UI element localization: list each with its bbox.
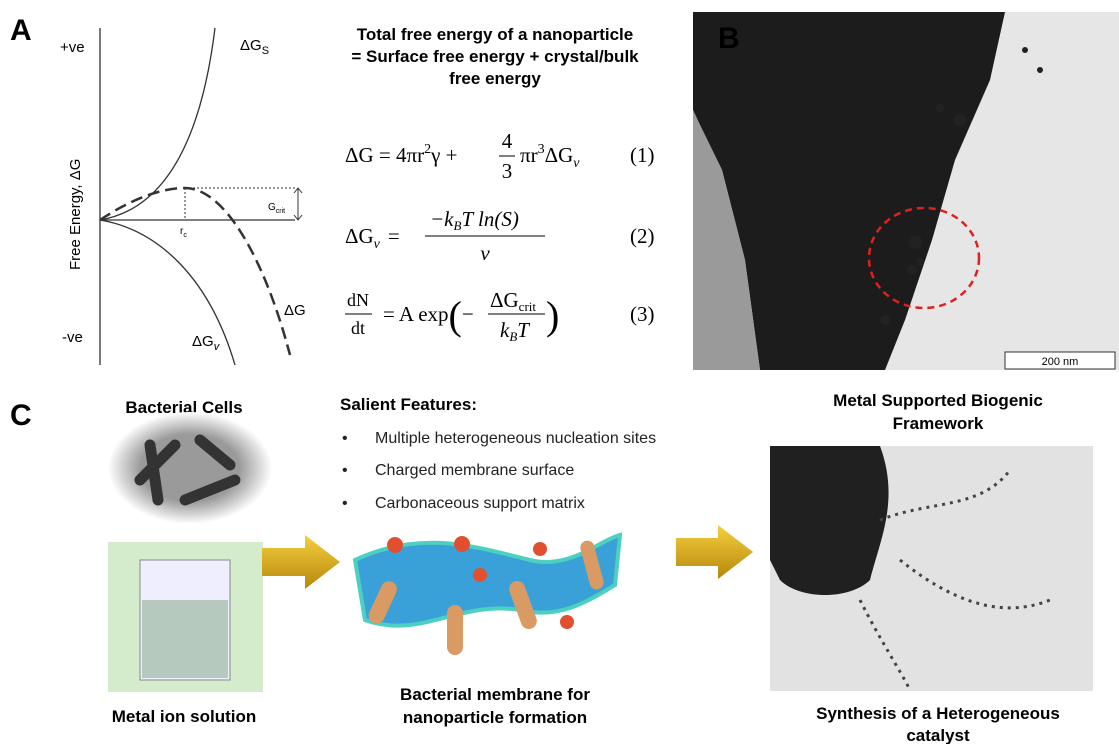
eq-part: πr3ΔGv	[520, 142, 580, 171]
eq-part: ΔG	[545, 143, 574, 167]
features-title: Salient Features:	[340, 395, 477, 414]
eq-den: dt	[351, 318, 365, 338]
eq-part: ΔGv =	[345, 224, 400, 252]
title-line: Total free energy of a nanoparticle	[357, 25, 633, 44]
eq-den: 3	[502, 159, 513, 183]
eq-part: = A exp(−	[383, 293, 474, 338]
total-curve	[100, 188, 290, 355]
main: ΔG	[240, 37, 262, 54]
equation-3: dN dt = A exp(− ΔGcrit kBT ) (3)	[345, 288, 655, 344]
eq-number: (3)	[630, 302, 655, 326]
arrow	[676, 525, 753, 579]
eq-part: γ +	[430, 143, 457, 167]
volume-label: ΔGv	[192, 333, 221, 353]
eq-num: −kBT ln(S)	[430, 207, 519, 233]
eq-num: ΔGcrit	[490, 288, 536, 314]
equation-2: ΔGv= −kBT ln(S) v (2)	[345, 207, 655, 265]
equation-title: Total free energy of a nanoparticle = Su…	[351, 25, 639, 88]
title-line: free energy	[449, 69, 541, 88]
bullet: •	[342, 462, 348, 479]
total-label: ΔG	[284, 302, 306, 319]
eq-sub: B	[454, 218, 462, 233]
gcrit-arrow	[294, 188, 302, 220]
sub: S	[262, 45, 269, 57]
sub: crit	[276, 208, 285, 215]
caption: Metal ion solution	[112, 707, 257, 726]
y-axis-label: Free Energy, ΔG	[67, 159, 84, 270]
eq-num: 4	[502, 129, 513, 153]
surface-label: ΔGS	[240, 37, 269, 57]
paren: )	[546, 293, 559, 338]
beaker-image	[108, 542, 263, 692]
caption: Bacterial membrane for	[400, 685, 590, 704]
features-list: • Multiple heterogeneous nucleation sites…	[342, 430, 656, 512]
panel-label: B	[718, 22, 740, 55]
panel-label: C	[10, 399, 32, 432]
rc-label: rc	[180, 226, 187, 239]
main: ΔG	[192, 333, 214, 350]
eq-sub: v	[573, 156, 580, 171]
eq-part: −k	[430, 207, 454, 231]
eq-number: (1)	[630, 143, 655, 167]
eq-sub: v	[374, 237, 381, 252]
sub: c	[183, 232, 187, 239]
eq-part: ΔG	[490, 288, 519, 312]
sub: v	[214, 341, 221, 353]
eq-part: = A exp	[383, 302, 449, 326]
eq-sub: crit	[519, 299, 537, 314]
arrow	[262, 535, 340, 589]
caption: nanoparticle formation	[403, 708, 587, 727]
eq-part: T	[517, 318, 530, 342]
eq-part: ΔG	[345, 224, 374, 248]
bacteria-image	[108, 412, 272, 524]
panel-label: A	[10, 14, 32, 47]
feature: Carbonaceous support matrix	[375, 495, 585, 512]
caption: Metal Supported Biogenic	[833, 391, 1043, 410]
feature: Multiple heterogeneous nucleation sites	[375, 430, 656, 447]
membrane-image	[355, 535, 620, 655]
feature: Charged membrane surface	[375, 462, 574, 479]
paren: (	[449, 293, 462, 338]
eq-part: T ln(S)	[461, 207, 518, 231]
eq-part: ΔG = 4πr	[345, 143, 424, 167]
eq-sub: B	[509, 329, 517, 344]
title-line: = Surface free energy + crystal/bulk	[351, 47, 639, 66]
energy-plot	[100, 28, 302, 365]
negative-label: -ve	[62, 329, 83, 346]
caption: Framework	[893, 414, 984, 433]
figure: A +ve -ve Free Energy, ΔG ΔGS ΔG ΔGv rc …	[0, 0, 1119, 744]
equation-1: ΔG = 4πr2γ + 4 3 πr3ΔGv (1)	[345, 129, 655, 183]
eq-part: −	[462, 302, 474, 326]
eq-part: =	[388, 224, 400, 248]
eq-sup: 2	[424, 142, 431, 157]
gcrit-label: Gcrit	[268, 202, 285, 215]
catalyst-image	[770, 446, 1093, 691]
scale-label: 200 nm	[1042, 356, 1079, 368]
tem-image: 200 nm	[693, 12, 1119, 370]
caption: catalyst	[906, 726, 970, 744]
eq-den: kBT	[500, 318, 530, 344]
eq-part: ΔG = 4πr2γ +	[345, 142, 457, 167]
eq-number: (2)	[630, 224, 655, 248]
bullet: •	[342, 495, 348, 512]
eq-num: dN	[347, 290, 369, 310]
bullet: •	[342, 430, 348, 447]
caption: Synthesis of a Heterogeneous	[816, 704, 1060, 723]
eq-sup: 3	[538, 142, 545, 157]
eq-part: πr	[520, 143, 538, 167]
eq-den: v	[480, 241, 490, 265]
positive-label: +ve	[60, 39, 85, 56]
